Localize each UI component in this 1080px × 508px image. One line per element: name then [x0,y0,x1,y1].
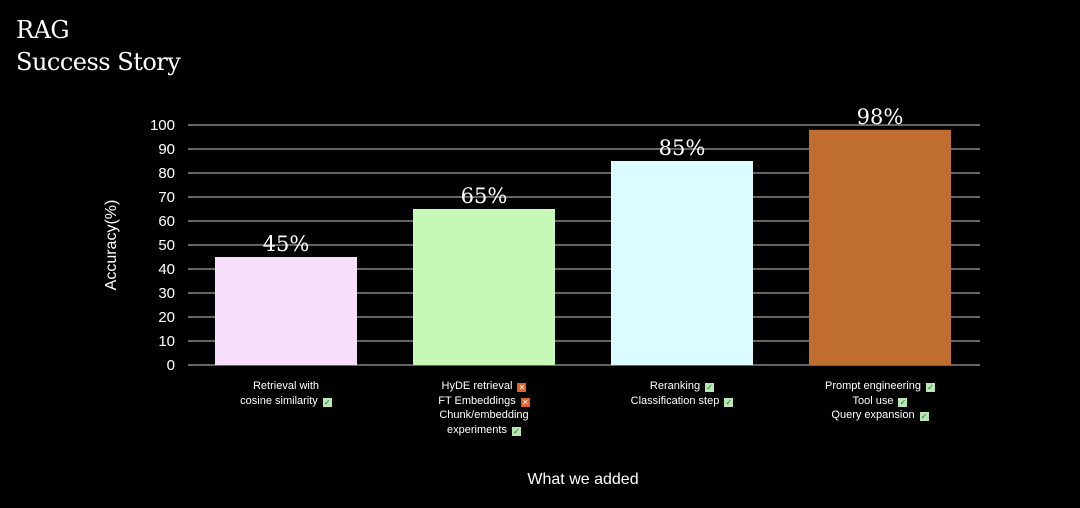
category-label-text: Query expansion [831,409,915,421]
category-label-text: Retrieval with [252,380,320,392]
category-label-text: cosine similarity [240,394,318,407]
value-label-3: 85% [659,136,706,160]
category-label-line: Reranking ✓ [587,379,777,394]
y-tick-label: 100 [150,117,175,134]
y-tick-label: 30 [158,285,175,302]
bar-3 [611,161,753,365]
bar-1 [215,257,357,365]
slide-title: RAG Success Story [16,14,181,78]
category-label-line: Classification step ✓ [587,394,777,409]
y-axis-title: Accuracy(%) [103,200,120,291]
y-tick-label: 40 [158,261,175,278]
category-label-2: HyDE retrieval ✕ FT Embeddings ✕ Chunk/embed… [389,379,579,437]
title-line-1: RAG [16,16,70,44]
category-label-text: experiments [447,423,507,436]
title-line-2: Success Story [16,48,181,76]
value-labels: 45% 65% 85% 98% [263,105,904,256]
y-tick-label: 0 [167,357,175,374]
check-icon: ✓ [724,397,734,407]
category-label-line: experiments ✓ [389,423,579,438]
y-tick-label: 60 [158,213,175,230]
category-label-4: Prompt engineering ✓ Tool use ✓ Query expans… [785,379,975,423]
bar-2 [413,209,555,365]
y-tick-labels: 0 10 20 30 40 50 60 70 80 90 100 [150,117,175,374]
category-label-line: Tool use ✓ [785,394,975,409]
cross-icon: ✕ [517,383,527,392]
bars [215,129,951,365]
y-tick-label: 20 [158,309,175,326]
check-icon: ✓ [919,412,929,421]
category-label-line: HyDE retrieval ✕ [389,379,579,394]
bar-4 [809,129,951,365]
category-label-line: FT Embeddings ✕ [389,394,579,409]
check-icon: ✓ [898,397,908,407]
category-label-line: Chunk/embedding [389,408,579,423]
x-axis-title: What we added [527,471,638,488]
category-label-text: FT Embeddings [438,394,516,407]
category-label-text: Prompt engineering [824,380,921,392]
category-label-line: Retrieval with [191,379,381,394]
value-label-1: 45% [263,232,310,256]
y-tick-label: 10 [158,333,175,350]
category-label-text: HyDE retrieval [441,380,513,392]
category-label-text: Reranking [649,380,701,392]
cross-icon: ✕ [520,397,530,407]
category-label-3: Reranking ✓ Classification step ✓ [587,379,777,408]
category-label-line: Prompt engineering ✓ [785,379,975,394]
category-label-text: Classification step [630,394,720,407]
y-tick-label: 70 [158,189,175,206]
category-label-text: Chunk/embedding [439,409,529,421]
y-tick-label: 80 [158,165,175,182]
value-label-4: 98% [857,105,904,129]
value-label-2: 65% [461,184,508,208]
y-tick-label: 90 [158,141,175,158]
category-label-line: cosine similarity ✓ [191,394,381,409]
check-icon: ✓ [926,383,935,392]
y-tick-label: 50 [158,237,175,254]
check-icon: ✓ [511,426,521,436]
check-icon: ✓ [705,383,715,392]
category-label-text: Tool use [852,394,894,407]
category-label-1: Retrieval with cosine similarity ✓ [191,379,381,408]
check-icon: ✓ [322,397,332,407]
category-label-line: Query expansion ✓ [785,408,975,423]
